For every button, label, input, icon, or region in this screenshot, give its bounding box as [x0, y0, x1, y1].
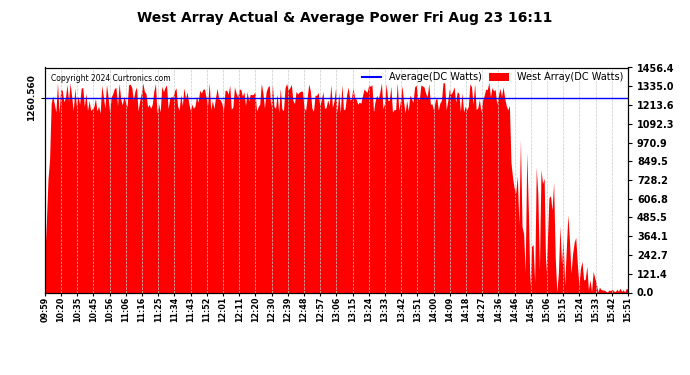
Text: Copyright 2024 Curtronics.com: Copyright 2024 Curtronics.com — [50, 74, 170, 83]
Text: West Array Actual & Average Power Fri Aug 23 16:11: West Array Actual & Average Power Fri Au… — [137, 11, 553, 25]
Legend: Average(DC Watts), West Array(DC Watts): Average(DC Watts), West Array(DC Watts) — [357, 69, 627, 86]
